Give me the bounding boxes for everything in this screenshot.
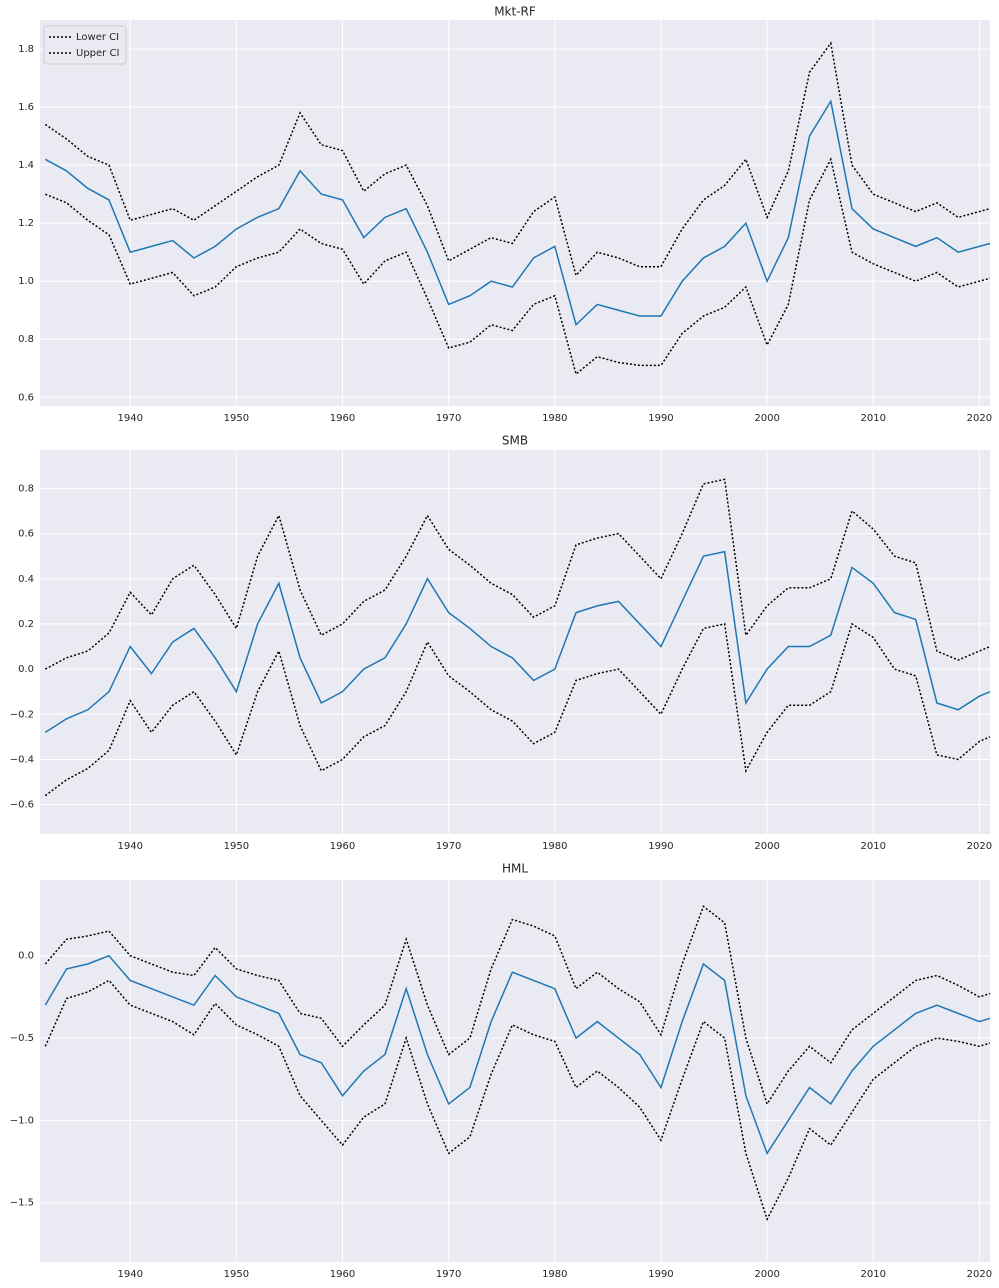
x-tick-label: 2010 [861,841,886,852]
y-tick-label: −0.4 [10,754,34,765]
x-tick-label: 1970 [436,413,461,424]
y-tick-label: 0.6 [18,392,34,403]
y-tick-label: 0.6 [18,529,34,540]
series-line [44,954,991,1156]
series-line [44,41,991,277]
y-tick-label: 1.8 [18,44,34,55]
x-tick-label: 1940 [117,841,142,852]
legend-label: Upper CI [76,48,119,59]
x-tick-label: 1940 [117,1269,142,1280]
y-tick-label: 0.2 [18,619,34,630]
y-tick-label: −0.6 [10,800,34,811]
series-line [44,478,991,670]
series-line [44,99,991,327]
x-tick-label: 2000 [754,841,779,852]
series-line [44,622,991,797]
y-tick-label: −1.0 [10,1115,34,1126]
plot-area [40,880,990,1262]
x-tick-label: 2020 [967,1269,992,1280]
y-tick-label: 0.0 [18,951,34,962]
chart-title: Mkt-RF [494,5,536,19]
y-tick-label: 1.2 [18,218,34,229]
x-tick-label: 1950 [224,1269,249,1280]
y-tick-label: −0.2 [10,709,34,720]
x-tick-label: 2020 [967,841,992,852]
x-tick-label: 1960 [330,1269,355,1280]
x-tick-label: 1980 [542,841,567,852]
y-tick-label: 0.4 [18,574,34,585]
x-tick-label: 2010 [861,1269,886,1280]
y-tick-label: 0.8 [18,334,34,345]
x-tick-label: 1980 [542,413,567,424]
chart-title: HML [502,862,528,876]
x-tick-label: 1990 [648,841,673,852]
series-line [44,979,991,1222]
series-line [44,550,991,733]
x-tick-label: 1960 [330,841,355,852]
y-tick-label: −1.5 [10,1198,34,1209]
x-tick-label: 2000 [754,413,779,424]
y-tick-label: 1.4 [18,160,34,171]
x-tick-label: 2000 [754,1269,779,1280]
x-tick-label: 2010 [861,413,886,424]
x-tick-label: 1990 [648,413,673,424]
x-tick-label: 1970 [436,841,461,852]
x-tick-label: 1950 [224,413,249,424]
legend-box [43,25,127,65]
x-tick-label: 1960 [330,413,355,424]
x-tick-label: 1970 [436,1269,461,1280]
plot-area [40,20,990,406]
legend-label: Lower CI [76,32,119,43]
y-tick-label: 1.0 [18,276,34,287]
x-tick-label: 1990 [648,1269,673,1280]
chart-title: SMB [502,434,528,448]
x-tick-label: 1940 [117,413,142,424]
x-tick-label: 1980 [542,1269,567,1280]
x-tick-label: 1950 [224,841,249,852]
y-tick-label: 0.8 [18,483,34,494]
y-tick-label: −0.5 [10,1033,34,1044]
plot-area [40,450,990,834]
series-line [45,157,991,376]
y-tick-label: 0.0 [18,664,34,675]
x-tick-label: 2020 [967,413,992,424]
y-tick-label: 1.6 [18,102,34,113]
series-line [44,905,991,1106]
